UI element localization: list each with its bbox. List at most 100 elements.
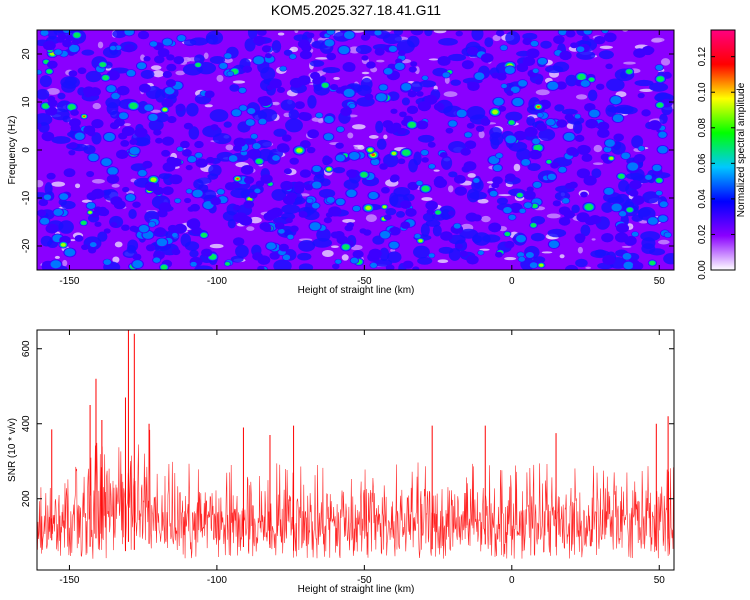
heatmap-cell	[43, 194, 52, 200]
heatmap-cell	[619, 211, 627, 217]
heatmap-cell	[125, 193, 136, 202]
heatmap-cell	[346, 169, 358, 178]
heatmap-cell	[227, 71, 234, 77]
heatmap-cell	[420, 223, 430, 237]
heatmap-cell	[368, 191, 379, 200]
heatmap-cell	[641, 243, 656, 254]
heatmap-cell	[408, 158, 418, 173]
heatmap-cell	[335, 142, 344, 149]
heatmap-cell	[233, 237, 245, 246]
heatmap-cell	[37, 122, 42, 130]
heatmap-cell	[51, 181, 66, 187]
heatmap-cell	[416, 180, 423, 186]
heatmap-cell	[37, 113, 53, 126]
heatmap-cell	[562, 198, 570, 204]
heatmap-cell	[361, 55, 369, 61]
heatmap-cell	[322, 66, 341, 74]
heatmap-cell	[453, 174, 466, 184]
heatmap-cell	[110, 221, 118, 228]
heatmap-cell	[435, 210, 441, 215]
heatmap-cell	[120, 140, 130, 147]
heatmap-cell	[504, 232, 511, 237]
heatmap-cell	[577, 246, 583, 254]
heatmap-cell	[594, 35, 606, 45]
heatmap-cell	[212, 133, 232, 145]
heatmap-cell	[70, 109, 79, 116]
heatmap-cell	[321, 82, 329, 88]
heatmap-cell	[154, 227, 167, 237]
heatmap-cell	[558, 30, 567, 36]
heatmap-cell	[161, 98, 174, 108]
heatmap-cell	[97, 231, 108, 242]
heatmap-cell	[281, 212, 296, 221]
heatmap-cell	[576, 50, 596, 60]
heatmap-cell	[222, 57, 233, 64]
heatmap-cell	[134, 127, 148, 138]
heatmap-cell	[466, 122, 475, 129]
heatmap-cell	[433, 30, 447, 34]
heatmap-cell	[236, 177, 239, 180]
heatmap-cell	[379, 163, 388, 170]
heatmap-cell	[258, 118, 267, 125]
colorbar-tick-label: 0.02	[697, 224, 708, 244]
heatmap-cell	[389, 192, 399, 207]
heatmap-cell	[383, 134, 388, 140]
heatmap-cell	[387, 251, 402, 263]
heatmap-cell	[342, 62, 356, 72]
heatmap-cell	[347, 132, 354, 139]
heatmap-cell	[663, 253, 674, 265]
heatmap-cell	[655, 190, 663, 196]
heatmap-cell	[88, 247, 97, 254]
heatmap-cell	[418, 239, 423, 243]
heatmap-cell	[285, 217, 293, 224]
heatmap-cell	[365, 205, 372, 211]
heatmap-cell	[235, 244, 249, 258]
heatmap-cell	[647, 217, 658, 225]
heatmap-cell	[535, 89, 550, 96]
heatmap-cell	[346, 189, 357, 198]
heatmap-cell	[448, 171, 458, 178]
heatmap-cell	[228, 155, 238, 162]
heatmap-cell	[604, 139, 615, 147]
heatmap-cell	[322, 156, 333, 165]
heatmap-cell	[637, 92, 645, 99]
heatmap-cell	[142, 160, 153, 169]
heatmap-cell	[618, 180, 630, 192]
heatmap-cell	[309, 60, 325, 67]
heatmap-cell	[173, 223, 187, 234]
heatmap-cell	[641, 109, 651, 117]
heatmap-cell	[85, 70, 102, 83]
heatmap-cell	[190, 203, 201, 212]
heatmap-cell	[534, 79, 543, 85]
heatmap-cell	[186, 189, 193, 194]
heatmap-cell	[47, 99, 58, 108]
heatmap-cell	[599, 45, 613, 50]
heatmap-cell	[526, 116, 536, 126]
heatmap-cell	[344, 31, 355, 40]
heatmap-cell	[326, 52, 337, 61]
heatmap-cell	[37, 88, 50, 100]
heatmap-y-tick-label: 10	[21, 96, 32, 108]
heatmap-cell	[262, 224, 272, 232]
heatmap-cell	[64, 76, 77, 86]
heatmap-cell	[399, 111, 407, 118]
heatmap-cell	[363, 229, 372, 236]
heatmap-cell	[587, 89, 598, 102]
heatmap-cell	[200, 232, 208, 238]
heatmap-cell	[231, 109, 242, 117]
heatmap-cell	[279, 66, 287, 72]
heatmap-cell	[68, 70, 78, 77]
heatmap-cell	[187, 155, 197, 163]
heatmap-cell	[524, 202, 532, 209]
heatmap-cell	[128, 209, 137, 219]
heatmap-cell	[330, 231, 340, 239]
heatmap-cell	[144, 182, 158, 192]
heatmap-cell	[298, 211, 308, 218]
heatmap-cell	[86, 171, 95, 178]
heatmap-y-label: Frequency (Hz)	[7, 116, 18, 185]
heatmap-cell	[80, 220, 87, 225]
heatmap-cell	[417, 256, 433, 265]
heatmap-cell	[574, 233, 586, 242]
heatmap-cell	[564, 264, 579, 270]
heatmap-cell	[162, 38, 173, 46]
